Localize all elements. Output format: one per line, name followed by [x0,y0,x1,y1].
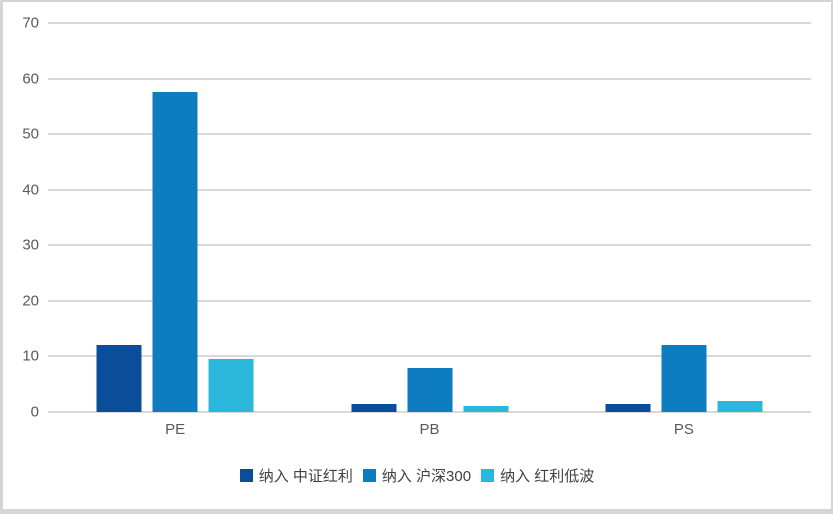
legend-label: 纳入 中证红利 [258,468,353,485]
bar [208,359,254,412]
y-axis: 0 10 20 30 40 50 60 70 [3,16,39,420]
y-axis-tick-label: 50 [22,125,39,143]
gridline [48,299,811,302]
bar [717,400,763,412]
y-axis-tick-label: 0 [30,403,39,421]
y-axis-tick-label: 60 [22,70,39,88]
gridline [48,22,811,24]
gridline [48,77,811,80]
y-axis-tick-label: 40 [22,181,39,199]
bar-group-ps [605,23,763,412]
legend-item: 纳入 中证红利 [239,465,353,486]
legend-swatch-icon [481,469,495,482]
legend-label: 纳入 红利低波 [500,468,595,485]
x-axis: PE PB PS [48,422,811,442]
bar [96,345,142,412]
legend-swatch-icon [239,469,253,482]
gridline [48,355,811,358]
bar-group-pb [351,23,508,412]
plot-area [48,22,811,413]
y-axis-tick-label: 10 [22,347,39,365]
x-axis-category-label: PB [419,421,440,438]
gridline [48,411,811,413]
bar [152,92,198,412]
bar [351,403,396,412]
x-axis-category-label: PE [165,421,186,438]
legend: 纳入 中证红利 纳入 沪深300 纳入 红利低波 [3,465,831,486]
legend-swatch-icon [362,469,376,482]
bar [407,367,452,412]
bar [463,406,508,412]
legend-label: 纳入 沪深300 [381,468,472,485]
legend-item: 纳入 红利低波 [481,465,594,486]
gridline [48,244,811,247]
bar [605,403,651,412]
x-axis-category-label: PS [673,421,694,438]
bar-group-pe [96,23,254,412]
legend-item: 纳入 沪深300 [362,465,472,486]
bar [661,345,707,412]
y-axis-tick-label: 30 [22,236,39,254]
y-axis-tick-label: 70 [22,14,39,32]
gridline [48,188,811,191]
gridline [48,133,811,136]
y-axis-tick-label: 20 [22,292,39,310]
